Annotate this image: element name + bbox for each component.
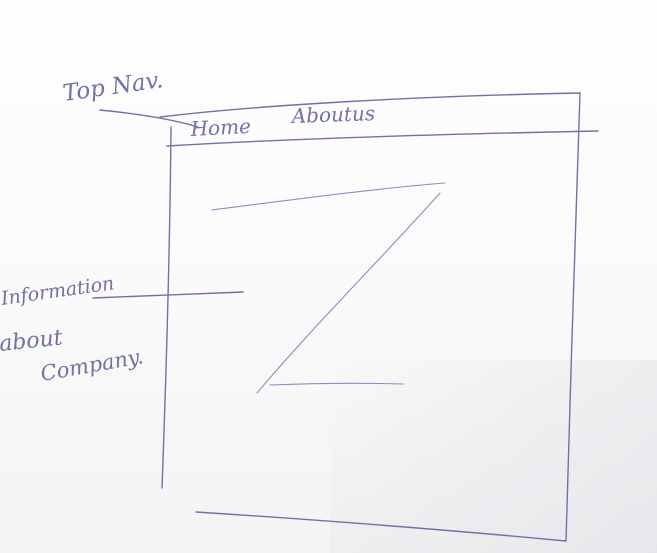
frame-bottom-edge: [195, 511, 567, 542]
frame-right-edge: [565, 92, 581, 542]
paper-shadow: [330, 360, 657, 553]
frame-left-edge: [161, 126, 172, 489]
info-annotation-line2: about: [0, 325, 64, 357]
info-pointer-line: [92, 291, 244, 299]
nav-item-home: Home: [189, 114, 251, 141]
frame-top-edge: [159, 92, 581, 118]
nav-bar-divider: [166, 130, 599, 147]
top-nav-annotation: Top Nav.: [61, 67, 164, 107]
nav-item-aboutus: Aboutus: [289, 101, 375, 128]
info-annotation-line1: Information: [0, 272, 116, 310]
content-placeholder-z: [211, 182, 446, 394]
top-nav-pointer-line: [99, 109, 199, 128]
